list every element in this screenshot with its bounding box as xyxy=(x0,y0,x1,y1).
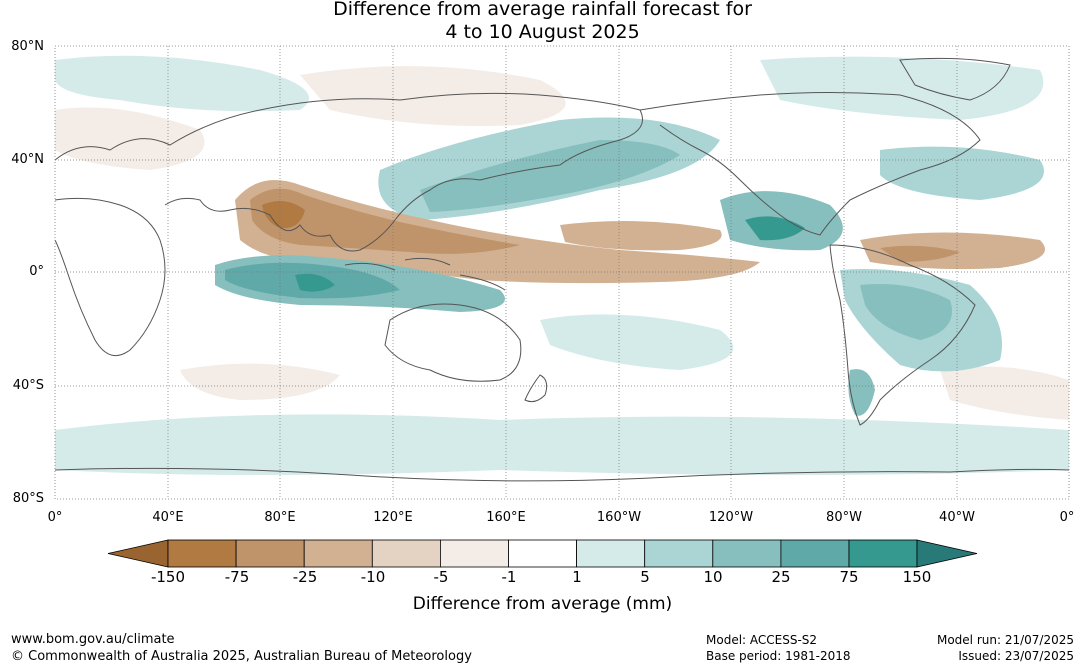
colorbar-tick-10: 10 xyxy=(703,568,723,586)
coastline-north-america xyxy=(639,92,981,236)
colorbar-segment-7 xyxy=(576,539,646,568)
lon-label-160w: 160°W xyxy=(596,510,642,525)
colorbar-arrow-max xyxy=(916,539,978,568)
colorbar-segment-10 xyxy=(780,539,850,568)
rainfall-anomaly-map xyxy=(54,45,1070,500)
lon-label-80e: 80°E xyxy=(264,510,296,525)
anomaly-patch-south-asia-dry xyxy=(235,180,760,284)
anomaly-patch-patagonia-wet xyxy=(848,369,875,416)
colorbar-segment-8 xyxy=(644,539,714,568)
copyright-text: © Commonwealth of Australia 2025, Austra… xyxy=(11,649,472,664)
lat-label-40s: 40°S xyxy=(12,378,44,393)
colorbar-segment-3 xyxy=(303,539,373,568)
lon-label-160e: 160°E xyxy=(486,510,526,525)
coastline-australia xyxy=(384,303,522,382)
base-period: Base period: 1981-2018 xyxy=(706,649,851,663)
lat-label-80s: 80°S xyxy=(12,491,44,506)
colorbar-tick-minus10: -10 xyxy=(360,568,386,586)
colorbar-arrow-min xyxy=(107,539,169,568)
lon-label-120w: 120°W xyxy=(708,510,754,525)
anomaly-patch-south-atlantic-dry xyxy=(940,366,1069,420)
lat-label-40n: 40°N xyxy=(11,152,44,167)
coastline-maritime-continent xyxy=(344,257,506,291)
title-line-2: 4 to 10 August 2025 xyxy=(445,21,640,43)
colorbar-tick-25: 25 xyxy=(771,568,791,586)
coastlines xyxy=(55,57,1069,482)
lat-label-0: 0° xyxy=(29,264,44,279)
coastline-eurasia xyxy=(55,92,643,252)
colorbar-segment-4 xyxy=(371,539,441,568)
colorbar-segment-6 xyxy=(508,539,577,568)
coastline-greenland xyxy=(899,57,1011,101)
colorbar-segment-9 xyxy=(712,539,782,568)
lon-label-120e: 120°E xyxy=(373,510,413,525)
footer-model-info: Model: ACCESS-S2 Base period: 1981-2018 xyxy=(706,632,851,664)
map-title: Difference from average rainfall forecas… xyxy=(0,0,1085,44)
anomaly-patch-north-pacific-wet-core xyxy=(420,140,680,212)
anomaly-patch-north-america-light xyxy=(760,56,1044,120)
lon-label-0-east-edge: 0° xyxy=(1059,510,1075,525)
lon-label-40w: 40°W xyxy=(939,510,975,525)
anomaly-patch-south-indian-dry xyxy=(180,363,340,400)
anomaly-patch-southern-ocean-wet xyxy=(55,414,1069,475)
colorbar-tick-minus1: -1 xyxy=(501,568,517,586)
colorbar-segment-5 xyxy=(439,539,509,568)
anomaly-patch-indian-ocean-wet-peak xyxy=(295,273,335,292)
colorbar-tick-75: 75 xyxy=(839,568,859,586)
coastline-south-america xyxy=(829,244,976,426)
anomaly-patch-south-asia-dry-core xyxy=(250,188,520,254)
coastline-africa xyxy=(55,197,166,357)
website-link[interactable]: www.bom.gov.au/climate xyxy=(11,632,175,647)
coastline-new-zealand xyxy=(524,374,548,403)
colorbar-tick-minus25: -25 xyxy=(292,568,318,586)
anomaly-patch-tropical-atlantic-dry-core xyxy=(880,245,960,262)
lon-label-40e: 40°E xyxy=(152,510,184,525)
anomaly-patch-europe-dry xyxy=(55,107,205,170)
anomaly-patch-south-america-wet-core xyxy=(860,284,952,340)
issued-date: Issued: 23/07/2025 xyxy=(958,649,1074,663)
colorbar-segments xyxy=(167,539,918,568)
anomaly-patch-arctic-wet xyxy=(55,55,309,112)
model-run-date: Model run: 21/07/2025 xyxy=(936,633,1074,647)
anomaly-patch-central-pacific-dry xyxy=(560,221,722,251)
colorbar-tick-150: 150 xyxy=(902,568,932,586)
lon-label-80w: 80°W xyxy=(826,510,862,525)
anomaly-patch-south-asia-dry-peak xyxy=(262,201,305,229)
coastline-antarctica xyxy=(55,467,1069,482)
footer-dates: Model run: 21/07/2025 Issued: 23/07/2025 xyxy=(937,632,1074,664)
colorbar-tick-1: 1 xyxy=(572,568,582,586)
colorbar-segment-2 xyxy=(235,539,305,568)
colorbar-tick-minus75: -75 xyxy=(224,568,250,586)
colorbar-segment-11 xyxy=(848,539,918,568)
anomaly-patch-south-pacific-light-wet xyxy=(540,314,734,370)
title-line-1: Difference from average rainfall forecas… xyxy=(333,0,752,20)
lat-label-80n: 80°N xyxy=(11,39,44,54)
colorbar-segment-1 xyxy=(167,539,237,568)
footer-credits: www.bom.gov.au/climate © Commonwealth of… xyxy=(11,631,472,665)
colorbar xyxy=(107,539,978,568)
colorbar-label: Difference from average (mm) xyxy=(412,594,673,614)
colorbar-tick-5: 5 xyxy=(640,568,650,586)
model-name: Model: ACCESS-S2 xyxy=(706,633,818,647)
map-frame xyxy=(54,45,1070,500)
lon-label-0-west-edge: 0° xyxy=(47,510,63,525)
colorbar-tick-minus150: -150 xyxy=(150,568,186,586)
graticule xyxy=(55,46,1069,499)
colorbar-tick-minus5: -5 xyxy=(433,568,449,586)
